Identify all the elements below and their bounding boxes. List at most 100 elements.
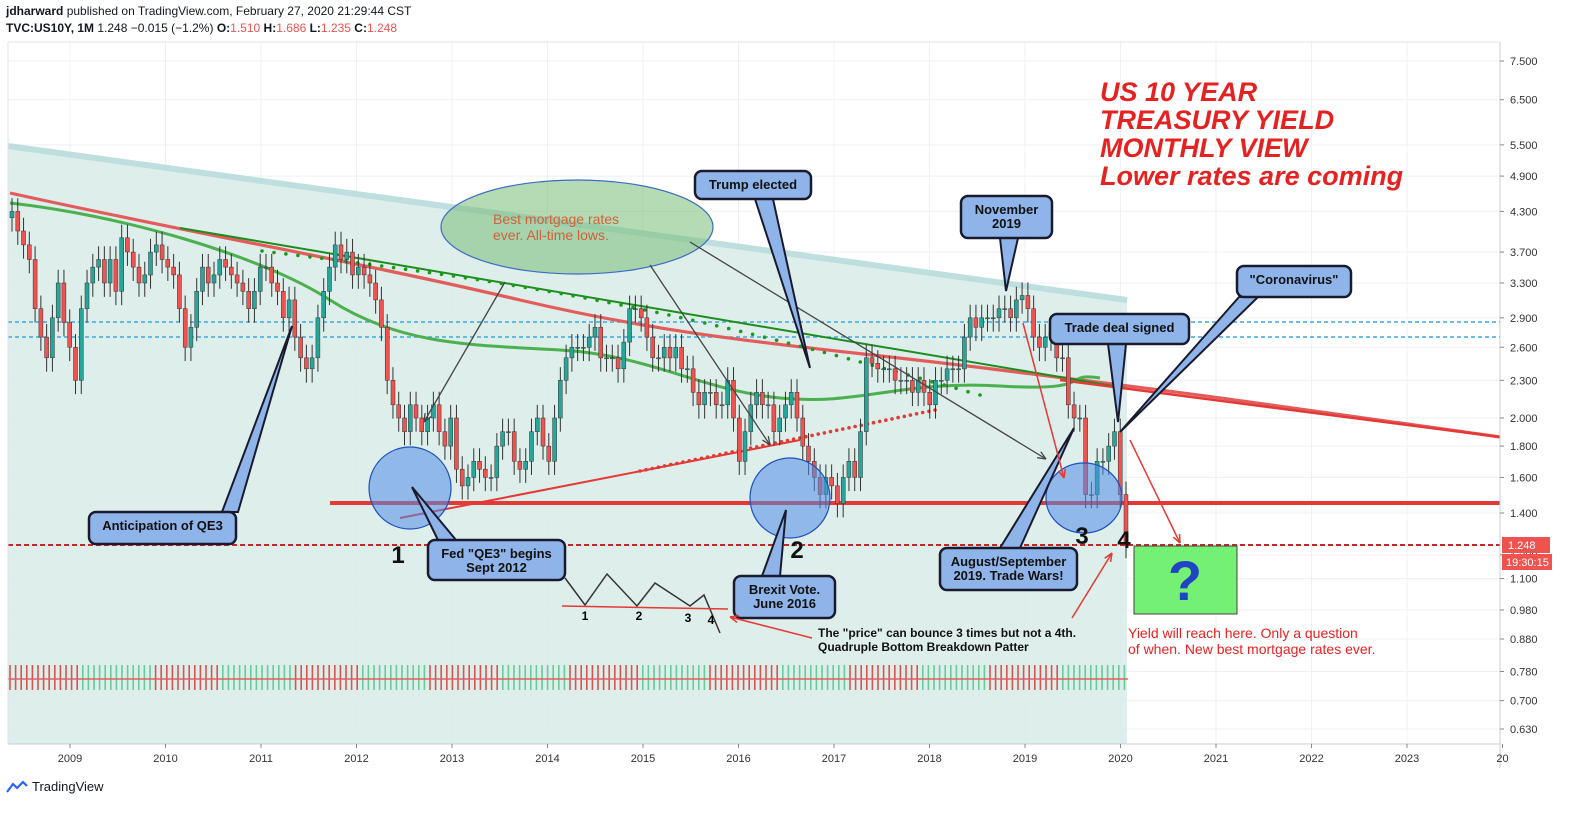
dotted-trend-dot (750, 332, 755, 337)
candle (188, 314, 194, 362)
candle-up (552, 417, 557, 462)
candle-down (667, 347, 673, 359)
candle (84, 269, 90, 323)
y-tick-label: 1.400 (1510, 508, 1538, 520)
dotted-trend-dot (535, 287, 539, 292)
callout-box (87, 510, 238, 546)
candle (552, 404, 557, 475)
candle (575, 334, 580, 362)
arrow-best-2016-head (762, 436, 771, 446)
dotted-trend-dot (296, 253, 300, 258)
candle-up (1014, 299, 1019, 319)
dotted-trend-dot (798, 344, 803, 349)
arrow-best-2016 (649, 264, 771, 446)
candle-up (9, 211, 15, 219)
dotted-support-dot (920, 410, 925, 415)
dotted-support-dot (816, 432, 820, 436)
candle-down (737, 417, 742, 462)
publisher-name[interactable]: jdharward (6, 4, 64, 18)
candle-up (621, 341, 627, 370)
candle-down (1037, 336, 1042, 348)
candle (558, 367, 563, 432)
candle (1066, 344, 1071, 419)
candle (517, 448, 523, 483)
candle (425, 404, 430, 446)
bottom-label-1: 1 (391, 542, 404, 569)
green-trend-line (179, 227, 1126, 389)
candle-down (269, 266, 274, 284)
candle (731, 367, 736, 432)
best-rates-text: ever. All-time lows. (493, 227, 609, 243)
candle-up (586, 336, 592, 348)
arrow-best-qe3 (423, 281, 506, 423)
dotted-trend-dot (523, 285, 528, 290)
candle (159, 231, 165, 274)
candle-down (679, 347, 684, 370)
dotted-support-dot (847, 426, 851, 430)
candle-up (1100, 461, 1106, 463)
candle-down (442, 431, 448, 447)
candle (361, 253, 367, 289)
callout-trade-deal: Trade deal signed (1048, 312, 1191, 423)
candle (794, 379, 800, 432)
y-tick-label: 1.100 (1510, 574, 1538, 586)
symbol-label[interactable]: TVC:US10Y, 1M (6, 21, 95, 35)
dotted-trend-dot (930, 379, 934, 384)
candle-up (408, 404, 413, 432)
candle (390, 367, 396, 419)
pattern-label-2: 2 (636, 609, 643, 623)
x-tick-label: 2017 (822, 753, 846, 765)
candle (488, 464, 494, 492)
candle-down (159, 244, 165, 260)
candle (148, 238, 153, 289)
candle (454, 404, 459, 483)
candle (61, 269, 67, 337)
publisher-line: jdharward published on TradingView.com, … (6, 4, 411, 18)
candle (21, 217, 26, 259)
dotted-trend-dot (703, 321, 707, 325)
footer-brand[interactable]: TradingView (32, 779, 104, 794)
candle-down (205, 266, 211, 284)
candle (182, 295, 188, 362)
y-tick-label: 4.900 (1510, 171, 1538, 183)
callout-text: Fed "QE3" begins (441, 546, 552, 561)
candle-down (644, 317, 650, 338)
candle-up (471, 461, 477, 478)
candle-down (350, 251, 355, 276)
candles (9, 198, 1129, 559)
candle-up (956, 368, 961, 371)
x-tick-label: 2016 (726, 753, 750, 765)
x-tick-label: 2015 (631, 753, 655, 765)
open-label: O: (216, 21, 231, 35)
candle (990, 304, 996, 332)
candle-up (286, 299, 292, 319)
candle-down (396, 404, 401, 419)
candle (875, 350, 881, 383)
analysis-zone (8, 148, 1127, 744)
x-tick-label: 2010 (153, 753, 177, 765)
pattern-sketch (564, 572, 721, 634)
dotted-trend-dot (260, 249, 264, 253)
candle-down (1071, 404, 1077, 419)
y-tick-label: 0.780 (1510, 666, 1538, 678)
candle-up (1019, 295, 1025, 301)
candle-up (708, 392, 713, 394)
candle-down (921, 380, 927, 393)
candle (465, 464, 471, 500)
arrow-red-2 (1129, 439, 1181, 544)
dotted-trend-dot (738, 329, 743, 334)
candle (384, 314, 390, 395)
chart-headline-2: TREASURY YIELD (1100, 105, 1334, 135)
candle-down (113, 259, 119, 292)
candle (177, 261, 182, 323)
candle-down (292, 299, 298, 338)
candle-down (927, 392, 933, 406)
candle-up (119, 237, 124, 292)
candle-up (788, 392, 794, 406)
candle (79, 295, 84, 395)
dotted-trend-dot (966, 389, 970, 394)
candle-up (1112, 431, 1117, 447)
candle (1106, 433, 1111, 475)
